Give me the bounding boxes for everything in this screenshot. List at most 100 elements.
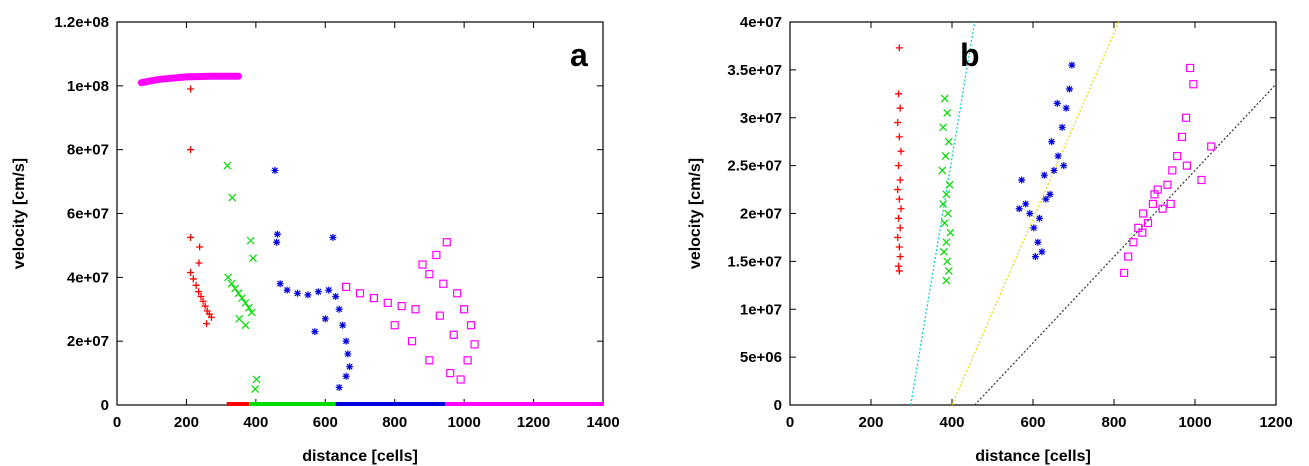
data-point <box>896 104 904 112</box>
x-tick-label: 1200 <box>517 414 550 431</box>
data-point <box>244 303 253 312</box>
y-tick-label: 0 <box>101 397 109 414</box>
data-point <box>1030 224 1038 232</box>
data-point <box>1129 238 1138 247</box>
data-point <box>197 292 205 300</box>
data-point <box>942 190 951 199</box>
data-point <box>1046 190 1054 198</box>
fit-line <box>951 21 1120 406</box>
data-point <box>196 243 204 251</box>
y-tick-label: 8e+07 <box>67 142 109 159</box>
data-point <box>456 375 465 384</box>
data-point <box>1139 209 1148 218</box>
data-point <box>1207 142 1216 151</box>
data-point <box>203 320 211 328</box>
data-point <box>1068 61 1076 69</box>
data-point <box>939 200 948 208</box>
y-axis-label-a: velocity [cm/s] <box>11 158 28 269</box>
data-point <box>939 247 948 256</box>
data-point <box>1163 180 1172 189</box>
data-point <box>251 385 260 393</box>
y-tick-label: 1.2e+08 <box>54 14 109 31</box>
data-point <box>1166 199 1175 209</box>
data-point <box>1150 190 1159 199</box>
data-point <box>1053 99 1061 107</box>
data-point <box>895 214 903 222</box>
data-point <box>460 305 469 314</box>
data-point <box>294 289 302 297</box>
data-point <box>895 90 903 98</box>
data-point <box>223 161 232 170</box>
data-point <box>442 238 451 247</box>
x-tick-label: 1000 <box>447 414 480 431</box>
data-point <box>271 166 279 174</box>
data-point <box>369 293 378 303</box>
data-point <box>304 291 312 299</box>
data-point <box>1040 171 1048 179</box>
x-tick-label: 600 <box>1020 414 1045 431</box>
dense-band <box>137 72 242 87</box>
data-point <box>321 315 329 323</box>
data-point <box>397 301 406 311</box>
data-point <box>199 297 207 305</box>
data-point <box>283 286 291 294</box>
data-point <box>1015 205 1023 213</box>
data-point <box>390 321 399 330</box>
data-point <box>425 270 434 279</box>
data-point <box>335 383 343 391</box>
data-point <box>895 243 903 251</box>
panel-label-b: b <box>960 37 980 73</box>
data-point <box>195 259 203 267</box>
data-point <box>273 238 281 246</box>
data-point <box>332 292 340 300</box>
x-tick-label: 1200 <box>1259 414 1292 431</box>
data-point <box>1197 175 1206 185</box>
data-point <box>945 180 954 189</box>
data-point <box>432 250 441 260</box>
data-marks-b <box>894 21 1277 406</box>
data-point <box>411 305 420 314</box>
data-point <box>187 146 195 154</box>
data-point <box>1182 161 1192 170</box>
data-point <box>944 209 952 218</box>
data-point <box>235 314 244 323</box>
x-tick-label: 400 <box>243 414 268 431</box>
data-point <box>231 284 239 293</box>
data-point <box>1042 195 1050 203</box>
data-point <box>1186 63 1195 73</box>
data-point <box>335 305 343 313</box>
data-point <box>344 350 352 358</box>
data-point <box>1148 199 1157 209</box>
y-tick-label: 1e+07 <box>740 301 782 318</box>
y-tick-label: 5e+06 <box>740 349 782 366</box>
data-point <box>247 308 256 317</box>
chart-panel-a: 0 200 400 600 800 1000 1200 1400 0 2e+07 4e+07 6e+… <box>11 14 620 465</box>
data-point <box>896 176 904 184</box>
data-point <box>940 219 949 227</box>
x-tick-label: 400 <box>939 414 964 431</box>
data-point <box>895 267 903 275</box>
data-point <box>897 147 905 155</box>
data-point <box>446 368 455 378</box>
data-point <box>941 152 950 160</box>
data-point <box>1035 214 1043 222</box>
data-point <box>228 193 237 202</box>
data-point <box>1143 218 1153 228</box>
data-point <box>407 337 417 346</box>
data-point <box>1058 123 1066 131</box>
y-axis-ticks-b: 0 5e+06 1e+07 1.5e+07 2e+07 2.5e+07 3e+07 3.5e+… <box>727 14 1276 414</box>
data-point <box>273 230 281 238</box>
y-tick-label: 3.5e+07 <box>727 62 782 79</box>
y-axis-label-b: velocity [cm/s] <box>687 158 704 269</box>
y-tick-label: 0 <box>774 397 782 414</box>
data-point <box>939 123 948 132</box>
data-point <box>311 328 319 336</box>
x-tick-label: 800 <box>382 414 407 431</box>
data-point <box>238 294 246 303</box>
y-tick-label: 1e+08 <box>67 78 109 95</box>
data-point <box>1022 200 1030 208</box>
y-tick-label: 2e+07 <box>67 333 109 350</box>
data-point <box>894 119 902 127</box>
data-point <box>201 302 209 310</box>
data-point <box>1189 80 1198 89</box>
